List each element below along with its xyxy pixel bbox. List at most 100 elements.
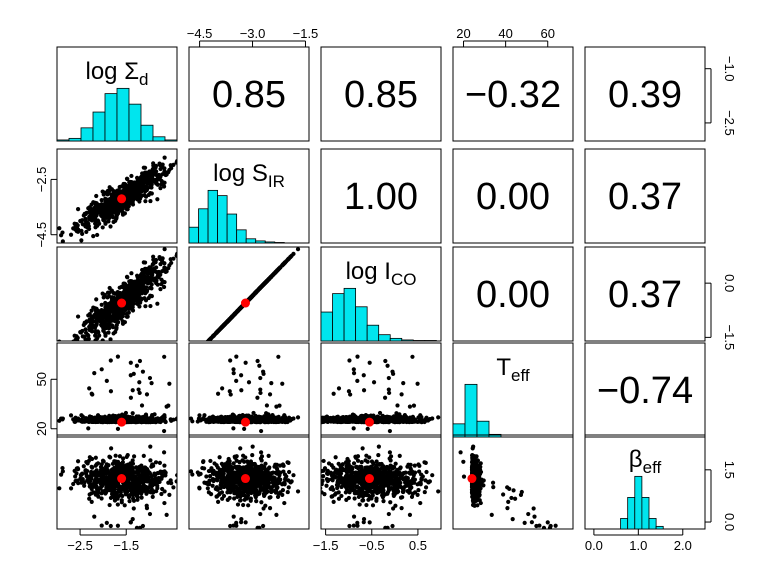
histogram-bar bbox=[464, 383, 478, 438]
scatter-point bbox=[135, 465, 140, 470]
scatter-point bbox=[122, 185, 127, 191]
scatter-point bbox=[99, 302, 104, 307]
scatter-point bbox=[95, 232, 100, 238]
best-fit-point bbox=[117, 194, 127, 204]
scatter-point bbox=[107, 502, 112, 508]
scatter-point bbox=[57, 486, 62, 491]
scatter-point bbox=[361, 373, 366, 378]
scatter-point bbox=[355, 354, 360, 359]
scatter-point bbox=[94, 297, 99, 302]
scatter-point bbox=[178, 488, 182, 492]
scatter-point bbox=[103, 199, 108, 204]
scatter-point bbox=[146, 269, 151, 274]
scatter-point bbox=[79, 419, 84, 424]
scatter-point bbox=[84, 229, 89, 235]
scatter-point bbox=[98, 317, 104, 322]
scatter-point bbox=[367, 360, 372, 365]
scatter-point bbox=[94, 213, 99, 218]
scatter-point bbox=[109, 418, 115, 423]
histogram-bar bbox=[152, 136, 166, 142]
scatter-point bbox=[295, 415, 301, 420]
scatter-point bbox=[122, 190, 127, 196]
scatter-point bbox=[113, 453, 118, 458]
scatter-point bbox=[158, 185, 163, 191]
scatter-point bbox=[60, 345, 64, 349]
scatter-point bbox=[93, 333, 98, 338]
correlation-value: −0.74 bbox=[597, 370, 693, 412]
scatter-point bbox=[79, 329, 84, 334]
scatter-point bbox=[155, 197, 160, 202]
scatter-point bbox=[79, 480, 84, 485]
scatter-point bbox=[169, 480, 174, 486]
scatter-point bbox=[268, 419, 273, 424]
scatter-point bbox=[107, 310, 112, 316]
scatter-point bbox=[278, 265, 283, 270]
scatter-point bbox=[267, 392, 273, 397]
scatter-point bbox=[111, 188, 116, 194]
scatter-point bbox=[161, 284, 167, 290]
scatter-point bbox=[137, 390, 142, 396]
scatter-point bbox=[83, 330, 89, 335]
correlation-value: 0.00 bbox=[476, 176, 550, 218]
scatter-point bbox=[76, 481, 81, 486]
scatter-point bbox=[210, 414, 216, 419]
scatter-point bbox=[118, 293, 123, 298]
scatter-point bbox=[162, 500, 167, 506]
scatter-point bbox=[90, 485, 95, 490]
scatter-point bbox=[312, 416, 316, 420]
scatter-point bbox=[146, 181, 151, 186]
scatter-point bbox=[162, 530, 166, 534]
scatter-point bbox=[112, 498, 118, 503]
scatter-point bbox=[104, 520, 109, 525]
scatter-point bbox=[201, 344, 205, 348]
scatter-point bbox=[280, 381, 285, 386]
scatter-point bbox=[162, 169, 167, 174]
variable-label-main: log Σ bbox=[86, 58, 140, 85]
scatter-point bbox=[99, 214, 104, 219]
scatter-point bbox=[57, 339, 62, 341]
histogram-bar bbox=[226, 213, 238, 244]
scatter-point bbox=[155, 416, 160, 421]
scatter-point bbox=[144, 467, 150, 472]
scatter-point bbox=[229, 314, 235, 319]
scatter-point bbox=[98, 464, 104, 470]
scatter-point bbox=[87, 216, 92, 222]
scatter-point bbox=[158, 286, 163, 292]
scatter-point bbox=[147, 511, 153, 517]
scatter-point bbox=[179, 167, 183, 171]
scatter-point bbox=[157, 479, 162, 485]
scatter-point bbox=[155, 176, 160, 181]
scatter-point bbox=[93, 221, 98, 226]
scatter-point bbox=[118, 190, 123, 195]
histogram-bar bbox=[332, 293, 345, 342]
scatter-point bbox=[93, 207, 98, 212]
scatter-point bbox=[49, 480, 53, 484]
scatter-point bbox=[139, 491, 144, 496]
scatter-point bbox=[137, 358, 143, 364]
panel-1-0 bbox=[56, 148, 183, 244]
scatter-point bbox=[92, 371, 97, 376]
scatter-point bbox=[115, 354, 121, 359]
scatter-point bbox=[226, 418, 231, 423]
scatter-point bbox=[388, 415, 393, 420]
scatter-point bbox=[161, 428, 167, 434]
scatter-point bbox=[234, 354, 239, 359]
scatter-point bbox=[137, 278, 142, 284]
scatter-point bbox=[130, 496, 136, 501]
panel-frame bbox=[188, 246, 310, 342]
scatter-point bbox=[120, 206, 125, 211]
scatter-point bbox=[122, 181, 127, 187]
scatter-point bbox=[106, 197, 111, 202]
scatter-point bbox=[68, 232, 74, 237]
scatter-point bbox=[211, 419, 216, 424]
histogram-bar bbox=[378, 334, 391, 342]
scatter-point bbox=[118, 490, 123, 495]
scatter-point bbox=[171, 256, 176, 261]
scatter-point bbox=[164, 269, 169, 274]
scatter-point bbox=[85, 461, 90, 466]
scatter-point bbox=[178, 167, 182, 171]
scatter-point bbox=[80, 347, 84, 351]
scatter-point bbox=[143, 304, 148, 309]
scatter-point bbox=[160, 415, 165, 420]
scatter-point bbox=[231, 367, 236, 372]
